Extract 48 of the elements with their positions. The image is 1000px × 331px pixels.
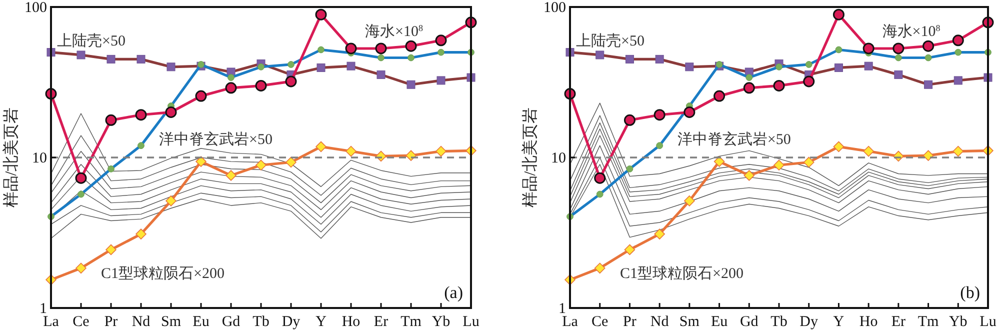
x-tick-label: Lu xyxy=(980,314,997,330)
x-tick-label: Y xyxy=(316,314,327,330)
x-tick-label: Er xyxy=(374,314,388,330)
x-tick-label: La xyxy=(43,314,60,330)
x-tick-label: Lu xyxy=(462,314,480,330)
y-tick-label: 10 xyxy=(32,150,47,166)
x-tick-label: Er xyxy=(891,314,906,330)
x-tick-label: Nd xyxy=(132,314,151,330)
x-tick-label: Tb xyxy=(252,314,270,330)
x-tick-label: Ho xyxy=(342,314,360,330)
x-tick-label: La xyxy=(562,314,578,330)
x-tick-label: Sm xyxy=(160,314,182,330)
series-label: C1型球粒陨石×200 xyxy=(620,264,744,282)
x-tick-label: Pr xyxy=(104,314,118,330)
x-tick-label: Ho xyxy=(859,314,878,330)
x-tick-label: Tm xyxy=(918,314,940,330)
x-tick-label: Eu xyxy=(710,314,728,330)
series-label: 洋中脊玄武岩×50 xyxy=(159,130,272,148)
series-label: 海水×10$^{8}$ xyxy=(365,23,424,40)
series-label: 上陆壳×50 xyxy=(576,32,644,50)
x-tick-label: Nd xyxy=(650,314,670,330)
y-axis-title: 样品/北美页岩 xyxy=(2,107,20,208)
x-tick-label: Yb xyxy=(948,314,968,330)
x-tick-label: Tm xyxy=(400,314,422,330)
x-tick-label: Gd xyxy=(222,314,241,330)
y-tick-label: 100 xyxy=(544,0,566,16)
annotation: (b) xyxy=(960,283,980,302)
x-tick-label: Eu xyxy=(192,314,210,330)
x-tick-label: Dy xyxy=(800,314,819,330)
y-tick-label: 1 xyxy=(40,301,47,317)
x-tick-label: Sm xyxy=(679,314,700,330)
y-tick-label: 100 xyxy=(24,0,47,16)
x-tick-label: Ce xyxy=(592,314,609,330)
series-label: 洋中脊玄武岩×50 xyxy=(677,130,791,148)
x-tick-label: Ce xyxy=(72,314,90,330)
series-label: C1型球粒陨石×200 xyxy=(101,264,224,282)
x-tick-label: Gd xyxy=(740,314,759,330)
series-label: 海水×10$^{8}$ xyxy=(882,23,941,40)
x-tick-label: Tb xyxy=(770,314,788,330)
y-axis-title: 样品/北美页岩 xyxy=(521,107,539,208)
x-tick-label: Yb xyxy=(432,314,450,330)
y-tick-label: 1 xyxy=(558,301,566,317)
y-tick-label: 10 xyxy=(551,150,566,166)
x-tick-label: Y xyxy=(833,314,844,330)
series-label: 上陆壳×50 xyxy=(57,32,126,50)
annotation: (a) xyxy=(444,283,463,302)
x-tick-label: Pr xyxy=(623,314,636,330)
x-tick-label: Dy xyxy=(282,314,301,330)
